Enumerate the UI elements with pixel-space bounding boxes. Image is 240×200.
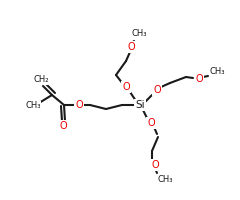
Text: O: O bbox=[151, 160, 159, 170]
Text: CH₃: CH₃ bbox=[157, 174, 173, 184]
Text: Si: Si bbox=[135, 100, 145, 110]
Text: O: O bbox=[153, 85, 161, 95]
Text: O: O bbox=[122, 82, 130, 92]
Text: O: O bbox=[147, 118, 155, 128]
Text: O: O bbox=[59, 121, 67, 131]
Text: CH₃: CH₃ bbox=[209, 68, 225, 76]
Text: CH₃: CH₃ bbox=[25, 102, 41, 110]
Text: O: O bbox=[75, 100, 83, 110]
Text: O: O bbox=[127, 42, 135, 52]
Text: O: O bbox=[195, 74, 203, 84]
Text: CH₂: CH₂ bbox=[33, 75, 49, 84]
Text: CH₃: CH₃ bbox=[131, 29, 147, 38]
